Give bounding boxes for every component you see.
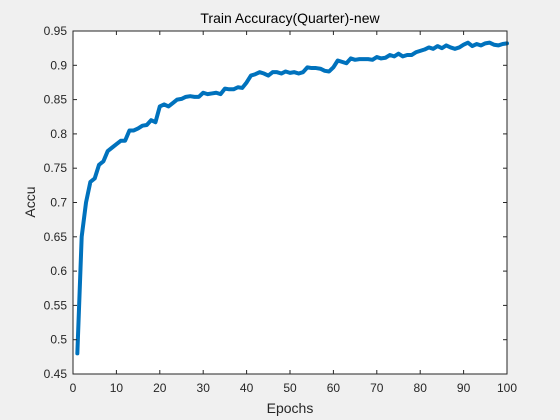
x-tick-label: 0	[70, 381, 77, 395]
chart-title: Train Accuracy(Quarter)-new	[200, 10, 380, 26]
y-axis-label: Accu	[22, 186, 38, 217]
y-tick-label: 0.55	[44, 298, 68, 312]
x-tick-label: 100	[497, 381, 517, 395]
x-tick-label: 60	[327, 381, 341, 395]
y-tick-label: 0.5	[50, 333, 67, 347]
y-tick-label: 0.9	[50, 58, 67, 72]
plot-area	[73, 31, 507, 374]
x-tick-label: 80	[414, 381, 428, 395]
x-axis-label: Epochs	[267, 400, 314, 416]
x-axis-ticks: 0 10 20 30 40 50 60 70 80 90 100	[70, 31, 517, 395]
y-axis-ticks: 0.45 0.5 0.55 0.6 0.65 0.7 0.75 0.8 0.85 0.9 0.95	[44, 24, 507, 381]
y-tick-label: 0.85	[44, 93, 68, 107]
x-tick-label: 10	[110, 381, 124, 395]
y-tick-label: 0.6	[50, 264, 67, 278]
y-tick-label: 0.65	[44, 230, 68, 244]
y-tick-label: 0.75	[44, 161, 68, 175]
x-tick-label: 20	[153, 381, 167, 395]
x-tick-label: 70	[370, 381, 384, 395]
series-line	[75, 40, 509, 356]
plot-frame	[72, 30, 508, 375]
y-tick-label: 0.7	[50, 196, 67, 210]
y-tick-label: 0.45	[44, 367, 68, 381]
x-tick-label: 40	[240, 381, 254, 395]
x-tick-label: 30	[197, 381, 211, 395]
y-tick-label: 0.8	[50, 127, 67, 141]
x-tick-label: 50	[283, 381, 297, 395]
x-tick-label: 90	[457, 381, 471, 395]
y-tick-label: 0.95	[44, 24, 68, 38]
